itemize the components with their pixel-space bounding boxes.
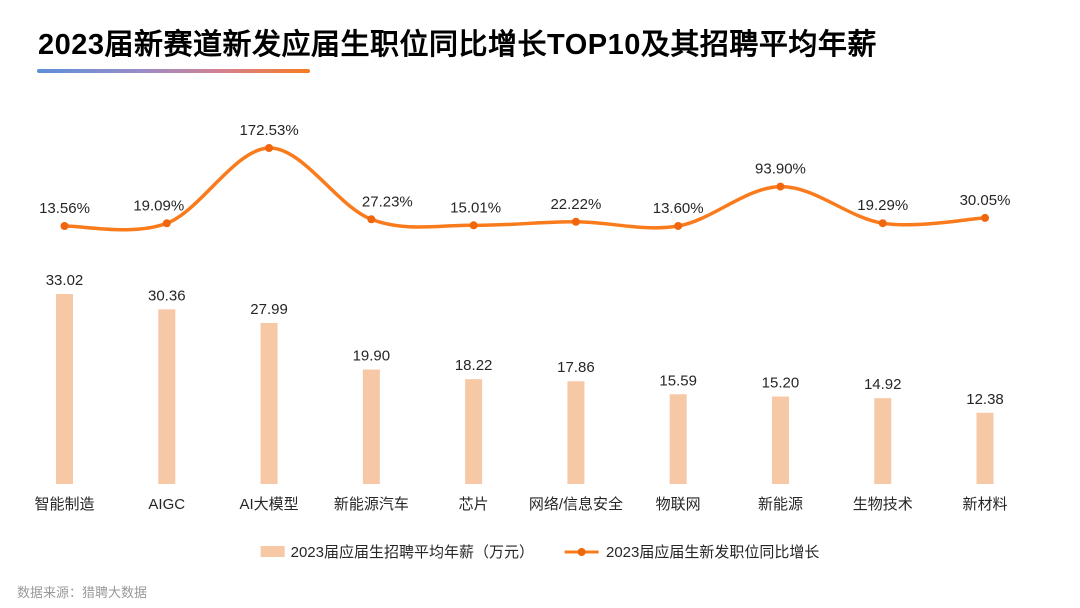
data-point-marker	[981, 213, 990, 222]
growth-value-label: 27.23%	[362, 193, 413, 210]
legend-line-label: 2023届应届生新发职位同比增长	[606, 544, 820, 561]
line-marker-icon	[565, 547, 599, 556]
salary-bar	[976, 412, 994, 484]
legend-bar-label: 2023届应届生招聘平均年薪（万元）	[290, 544, 534, 561]
data-point-marker	[776, 182, 785, 191]
salary-bar	[669, 394, 687, 484]
category-label: 物联网	[656, 496, 701, 513]
salary-bar	[362, 369, 380, 484]
chart-legend: 2023届应届生招聘平均年薪（万元） 2023届应届生新发职位同比增长	[260, 541, 819, 562]
category-label: 新能源汽车	[334, 496, 409, 513]
category-label: 芯片	[459, 496, 489, 513]
data-point-marker	[367, 215, 376, 224]
bar-value-label: 19.90	[353, 347, 391, 364]
title-underline	[37, 69, 310, 73]
growth-value-label: 30.05%	[960, 192, 1011, 209]
growth-value-label: 15.01%	[450, 199, 501, 216]
category-label: 生物技术	[853, 496, 913, 513]
growth-value-label: 13.60%	[653, 200, 704, 217]
data-point-marker	[571, 217, 580, 226]
data-point-marker	[265, 143, 274, 152]
salary-bar	[158, 309, 176, 484]
category-label: 网络/信息安全	[529, 495, 623, 513]
category-label: 新材料	[963, 496, 1008, 513]
category-label: 智能制造	[34, 495, 94, 513]
growth-value-label: 172.53%	[239, 122, 298, 139]
salary-bar	[771, 396, 789, 484]
legend-item-salary-bar: 2023届应届生招聘平均年薪（万元）	[260, 541, 534, 562]
data-source-note: 数据来源：猎聘大数据	[17, 585, 148, 600]
category-label: 新能源	[758, 496, 803, 513]
data-point-marker	[878, 219, 887, 228]
bar-value-label: 33.02	[46, 272, 84, 289]
growth-value-label: 19.09%	[133, 197, 184, 214]
growth-value-label: 19.29%	[857, 197, 908, 214]
data-point-marker	[60, 222, 69, 230]
category-label: AIGC	[148, 496, 185, 513]
growth-value-label: 93.90%	[755, 161, 806, 178]
growth-value-label: 13.56%	[39, 200, 90, 217]
bar-swatch-icon	[260, 546, 285, 557]
bar-value-label: 27.99	[250, 301, 288, 318]
bar-value-label: 18.22	[455, 357, 493, 374]
legend-item-growth-line: 2023届应届生新发职位同比增长	[564, 541, 819, 562]
bar-value-label: 15.59	[659, 372, 697, 389]
salary-bar	[56, 294, 73, 484]
category-label: AI大模型	[239, 496, 298, 513]
growth-line	[62, 146, 987, 232]
salary-bar	[567, 381, 585, 484]
data-point-marker	[162, 219, 171, 228]
data-point-marker	[469, 221, 478, 230]
bar-value-label: 15.20	[762, 375, 800, 392]
growth-value-label: 22.22%	[550, 196, 601, 213]
bar-value-label: 14.92	[864, 376, 902, 393]
bar-value-label: 17.86	[557, 359, 595, 376]
salary-bar	[260, 322, 278, 484]
page-title: 2023届新赛道新发应届生职位同比增长TOP10及其招聘平均年薪	[38, 29, 877, 61]
bar-value-label: 12.38	[966, 391, 1004, 408]
bar-value-label: 30.36	[148, 287, 186, 304]
salary-bar	[874, 398, 892, 484]
data-point-marker	[674, 221, 683, 230]
salary-bar	[465, 379, 483, 484]
